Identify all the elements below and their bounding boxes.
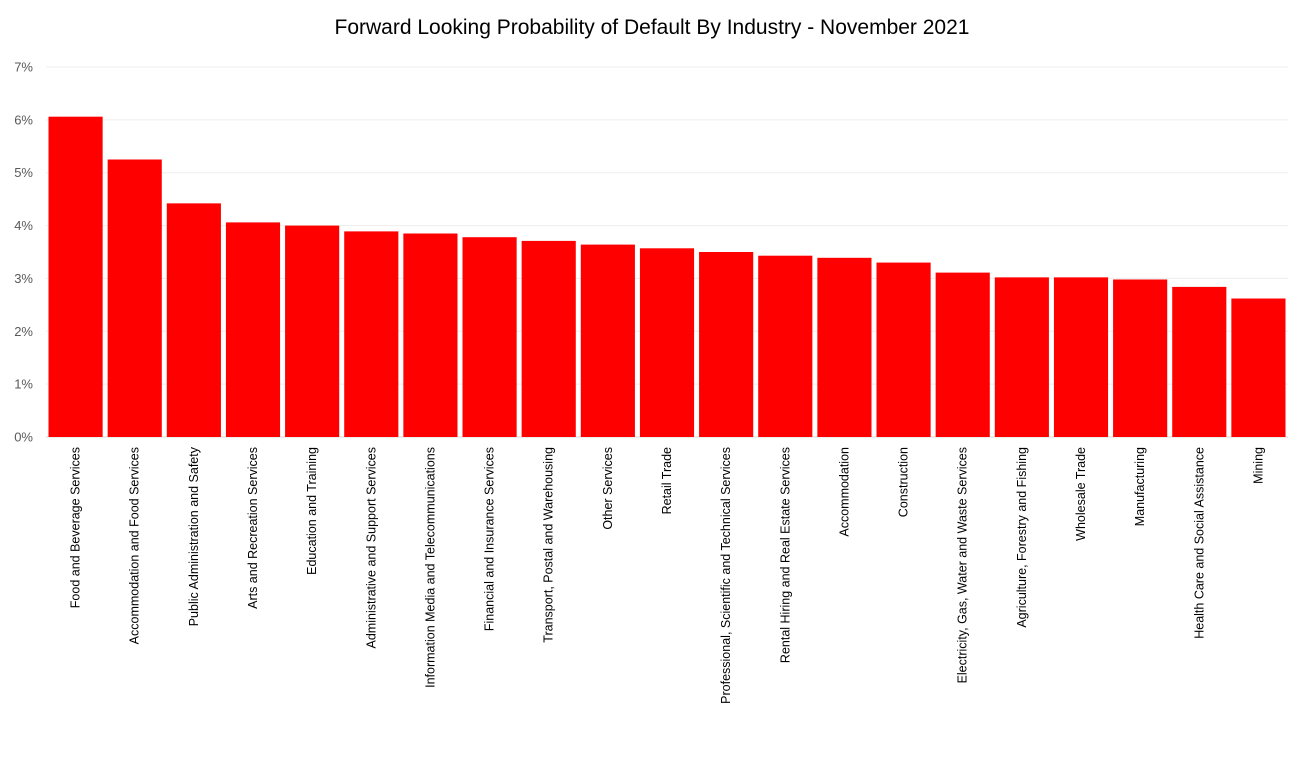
x-category-label: Wholesale Trade bbox=[1074, 447, 1088, 541]
bar bbox=[817, 257, 872, 437]
x-category-label: Transport, Postal and Warehousing bbox=[542, 447, 556, 643]
bar bbox=[994, 277, 1049, 437]
y-tick-label: 1% bbox=[14, 377, 33, 392]
bar bbox=[758, 255, 813, 437]
y-tick-label: 2% bbox=[14, 324, 33, 339]
bar bbox=[1231, 298, 1286, 437]
bar bbox=[521, 240, 576, 437]
y-tick-label: 5% bbox=[14, 165, 33, 180]
x-category-label: Public Administration and Safety bbox=[187, 446, 201, 626]
bar bbox=[876, 262, 931, 437]
bar bbox=[462, 237, 517, 437]
y-tick-label: 6% bbox=[14, 112, 33, 127]
bar bbox=[403, 233, 458, 437]
bar bbox=[48, 116, 103, 437]
x-category-label: Accommodation bbox=[837, 447, 851, 537]
bar bbox=[1113, 279, 1168, 437]
y-tick-label: 7% bbox=[14, 60, 33, 75]
bar bbox=[580, 244, 635, 437]
x-category-label: Accommodation and Food Services bbox=[128, 447, 142, 644]
bar bbox=[285, 225, 340, 437]
y-axis-ticks: 0% 1% 2% 3% 4% 5% 6% 7% bbox=[14, 60, 33, 445]
bar bbox=[166, 203, 221, 437]
y-tick-label: 3% bbox=[14, 271, 33, 286]
x-category-label: Manufacturing bbox=[1133, 447, 1147, 526]
bar bbox=[1053, 277, 1109, 437]
x-category-label: Information Media and Telecommunications bbox=[423, 447, 437, 688]
y-tick-label: 4% bbox=[14, 218, 33, 233]
bar bbox=[935, 272, 990, 437]
bar bbox=[1172, 286, 1227, 437]
x-category-label: Construction bbox=[897, 447, 911, 517]
bar bbox=[107, 159, 162, 437]
bar bbox=[699, 252, 754, 437]
x-category-label: Agriculture, Forestry and Fishing bbox=[1015, 447, 1029, 628]
bar bbox=[225, 222, 281, 437]
x-category-label: Health Care and Social Assistance bbox=[1192, 447, 1206, 639]
bar bbox=[344, 231, 399, 437]
bar bbox=[639, 248, 695, 437]
x-category-label: Retail Trade bbox=[660, 447, 674, 514]
y-tick-label: 0% bbox=[14, 430, 33, 445]
x-category-label: Education and Training bbox=[305, 447, 319, 575]
x-category-label: Professional, Scientific and Technical S… bbox=[719, 447, 733, 704]
x-category-label: Mining bbox=[1251, 447, 1265, 484]
bars bbox=[48, 116, 1286, 437]
x-category-label: Electricity, Gas, Water and Waste Servic… bbox=[956, 447, 970, 683]
x-category-label: Food and Beverage Services bbox=[69, 447, 83, 608]
x-category-label: Financial and Insurance Services bbox=[483, 447, 497, 631]
x-category-label: Administrative and Support Services bbox=[364, 447, 378, 648]
chart-title: Forward Looking Probability of Default B… bbox=[334, 16, 970, 39]
x-category-label: Other Services bbox=[601, 447, 615, 530]
x-category-label: Arts and Recreation Services bbox=[246, 447, 260, 609]
x-category-label: Rental Hiring and Real Estate Services bbox=[778, 447, 792, 663]
x-axis-labels: Food and Beverage Services Accommodation … bbox=[69, 446, 1266, 704]
